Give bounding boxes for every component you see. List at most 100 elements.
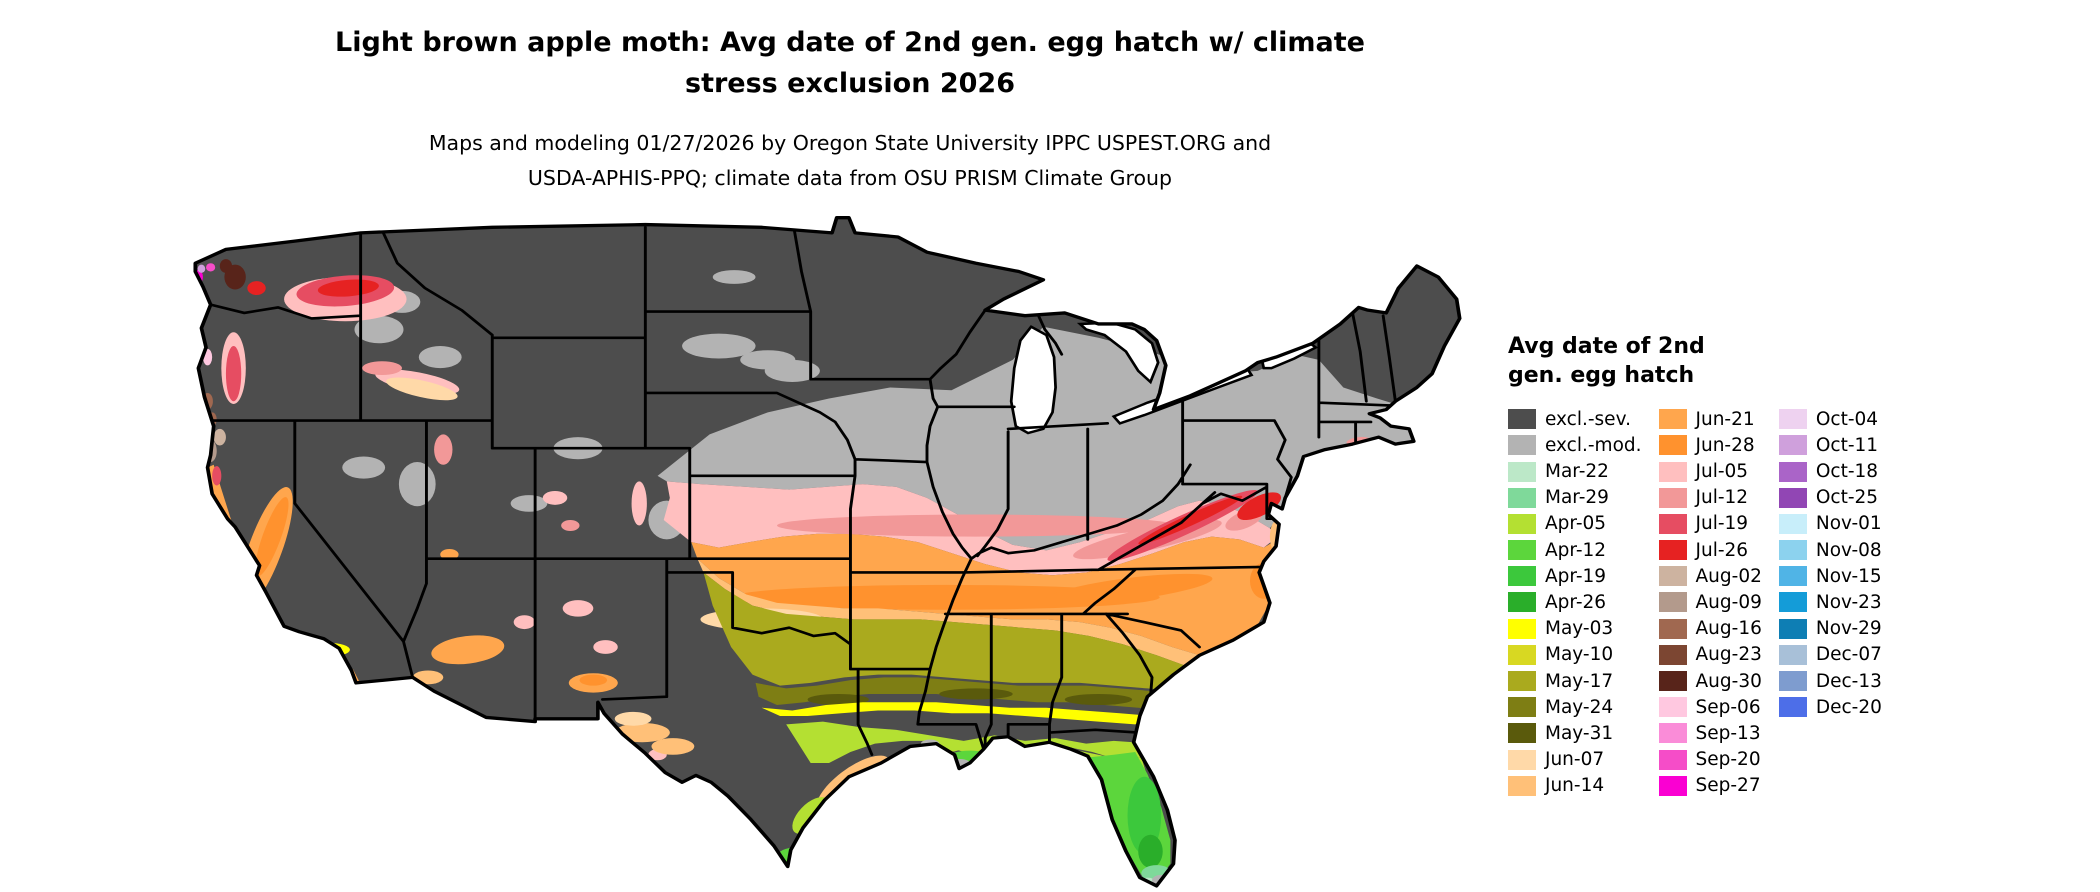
legend-entry: Oct-04 xyxy=(1778,406,1882,432)
legend-columns: excl.-sev. excl.-mod. Mar-22 Mar-29 Apr-05 Ap… xyxy=(1508,406,1882,799)
legend-column-1: excl.-sev. excl.-mod. Mar-22 Mar-29 Apr-05 Ap… xyxy=(1508,406,1642,799)
legend-label: Oct-25 xyxy=(1815,487,1879,509)
legend-entry: Apr-26 xyxy=(1508,589,1642,615)
legend-swatch xyxy=(1508,749,1536,770)
legend-label: Jun-21 xyxy=(1695,408,1755,430)
legend-swatch xyxy=(1778,461,1807,482)
legend: Avg date of 2nd gen. egg hatch excl.-sev… xyxy=(1508,332,1882,799)
regions-aug-30 xyxy=(219,259,246,290)
legend-swatch xyxy=(1508,487,1536,508)
legend-swatch xyxy=(1778,409,1807,430)
legend-swatch xyxy=(1508,540,1536,561)
legend-label: Nov-29 xyxy=(1815,618,1882,640)
legend-swatch xyxy=(1508,461,1536,482)
legend-entry: Jun-14 xyxy=(1508,773,1642,799)
legend-swatch xyxy=(1508,618,1536,639)
legend-title: Avg date of 2nd gen. egg hatch xyxy=(1508,334,1705,389)
legend-swatch xyxy=(1658,749,1687,770)
legend-label: excl.-sev. xyxy=(1545,408,1631,430)
legend-label: Mar-29 xyxy=(1545,487,1609,509)
legend-label: Dec-07 xyxy=(1815,644,1882,666)
legend-entry: Oct-11 xyxy=(1778,432,1882,458)
us-map xyxy=(180,208,1475,890)
legend-entry: Jul-05 xyxy=(1658,458,1762,484)
legend-swatch xyxy=(1658,513,1687,534)
legend-swatch xyxy=(1508,592,1536,613)
legend-swatch xyxy=(1778,592,1807,613)
legend-label: Oct-04 xyxy=(1815,408,1879,430)
legend-label: Jul-19 xyxy=(1695,513,1749,535)
legend-label: May-24 xyxy=(1545,696,1614,718)
legend-entry: Jun-28 xyxy=(1658,432,1762,458)
us-map-svg xyxy=(193,216,1462,888)
legend-entry: Jun-07 xyxy=(1508,747,1642,773)
legend-swatch xyxy=(1658,566,1687,587)
legend-swatch xyxy=(1778,618,1807,639)
legend-label: Jun-07 xyxy=(1545,749,1605,771)
page-title: Light brown apple moth: Avg date of 2nd … xyxy=(0,22,1700,104)
legend-label: May-03 xyxy=(1545,618,1614,640)
legend-swatch xyxy=(1658,697,1687,718)
legend-label: Apr-19 xyxy=(1545,565,1607,587)
legend-label: Nov-15 xyxy=(1815,565,1882,587)
legend-entry: Nov-08 xyxy=(1778,537,1882,563)
regions-apr-19 xyxy=(1127,776,1162,855)
legend-label: Dec-13 xyxy=(1815,670,1882,692)
page-subtitle: Maps and modeling 01/27/2026 by Oregon S… xyxy=(0,126,1700,196)
map-subtitle-text: Maps and modeling 01/27/2026 by Oregon S… xyxy=(428,131,1272,190)
legend-swatch xyxy=(1778,487,1807,508)
legend-swatch xyxy=(1778,540,1807,561)
legend-entry: Mar-29 xyxy=(1508,485,1642,511)
legend-swatch xyxy=(1658,409,1687,430)
lake-huron xyxy=(1076,321,1160,385)
legend-entry: Jul-26 xyxy=(1658,537,1762,563)
legend-label: Mar-22 xyxy=(1545,461,1609,483)
legend-entry: Mar-22 xyxy=(1508,458,1642,484)
legend-label: Sep-20 xyxy=(1695,749,1761,771)
legend-label: Apr-05 xyxy=(1545,513,1607,535)
legend-label: Jul-12 xyxy=(1695,487,1749,509)
legend-label: Nov-08 xyxy=(1815,539,1882,561)
legend-entry: Dec-20 xyxy=(1778,694,1882,720)
legend-entry: excl.-mod. xyxy=(1508,432,1642,458)
legend-entry: Nov-23 xyxy=(1778,589,1882,615)
legend-entry: Dec-07 xyxy=(1778,642,1882,668)
legend-entry: Sep-20 xyxy=(1658,747,1762,773)
legend-entry: Aug-23 xyxy=(1658,642,1762,668)
legend-label: May-17 xyxy=(1545,670,1614,692)
legend-entry: Jul-12 xyxy=(1658,485,1762,511)
regions-may-31 xyxy=(807,688,1133,706)
legend-entry: excl.-sev. xyxy=(1508,406,1642,432)
conus-outline xyxy=(193,216,1462,888)
legend-swatch xyxy=(1778,644,1807,665)
legend-label: Nov-23 xyxy=(1815,591,1882,613)
legend-swatch xyxy=(1778,566,1807,587)
legend-swatch xyxy=(1658,540,1687,561)
legend-entry: Oct-25 xyxy=(1778,485,1882,511)
legend-column-3: Oct-04 Oct-11 Oct-18 Oct-25 Nov-01 Nov-08 Nov-… xyxy=(1778,406,1882,720)
legend-swatch xyxy=(1658,723,1687,744)
legend-entry: Sep-13 xyxy=(1658,720,1762,746)
legend-label: Aug-09 xyxy=(1695,591,1762,613)
legend-swatch xyxy=(1508,671,1536,692)
regions-apr-26 xyxy=(1138,834,1163,868)
legend-entry: May-17 xyxy=(1508,668,1642,694)
legend-entry: Apr-12 xyxy=(1508,537,1642,563)
legend-swatch xyxy=(1508,409,1536,430)
legend-entry: Dec-13 xyxy=(1778,668,1882,694)
legend-entry: Aug-09 xyxy=(1658,589,1762,615)
legend-label: Aug-23 xyxy=(1695,644,1762,666)
legend-entry: Sep-27 xyxy=(1658,773,1762,799)
legend-label: Jul-05 xyxy=(1695,461,1749,483)
legend-label: Oct-11 xyxy=(1815,434,1879,456)
legend-swatch xyxy=(1778,697,1807,718)
legend-swatch xyxy=(1508,697,1536,718)
legend-entry: Apr-05 xyxy=(1508,511,1642,537)
legend-swatch xyxy=(1658,435,1687,456)
legend-entry: Aug-16 xyxy=(1658,616,1762,642)
legend-swatch xyxy=(1658,487,1687,508)
legend-swatch xyxy=(1658,775,1687,796)
legend-swatch xyxy=(1778,513,1807,534)
legend-label: Nov-01 xyxy=(1815,513,1882,535)
legend-swatch xyxy=(1658,671,1687,692)
